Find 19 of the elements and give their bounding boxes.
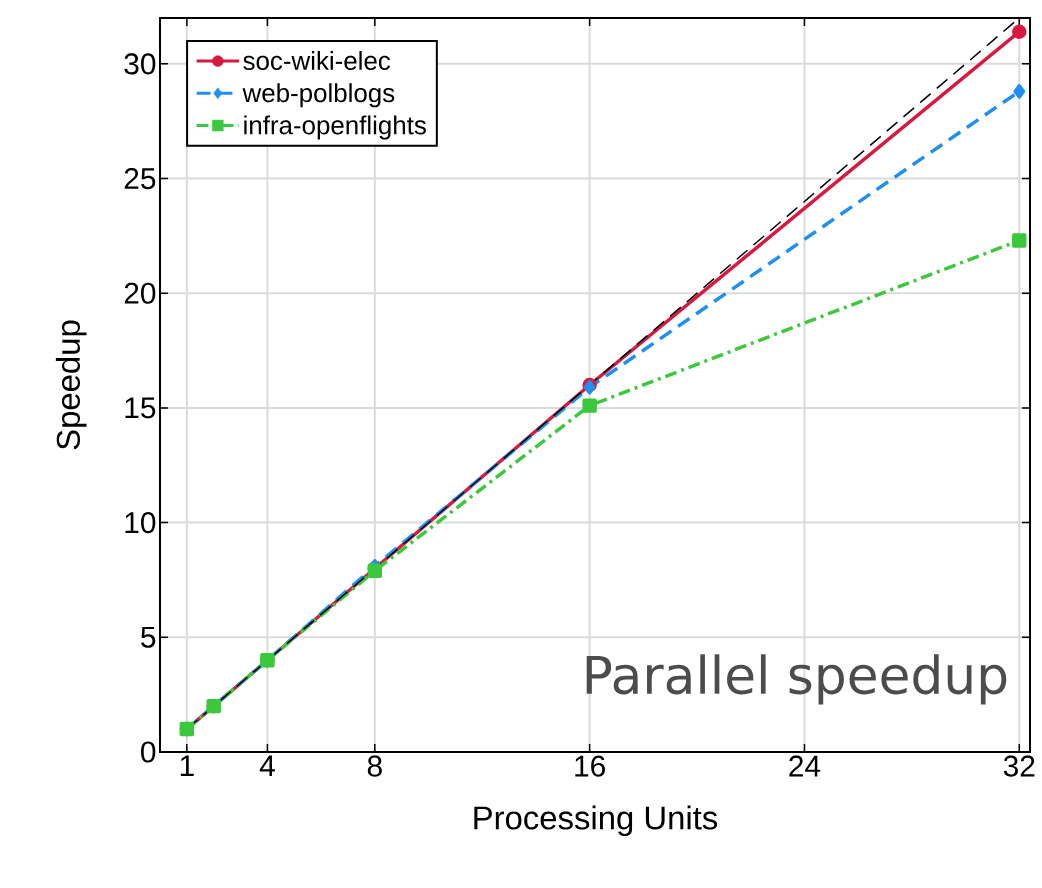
x-tick-label: 4	[259, 755, 275, 777]
y-tick-label: 10	[125, 512, 156, 534]
x-tick-label: 8	[367, 755, 382, 777]
x-tick-label: 32	[1003, 755, 1035, 777]
y-axis-title: Speedup	[55, 320, 87, 450]
y-tick-label: 5	[141, 626, 156, 648]
annotation: Parallel speedup	[586, 654, 1007, 705]
legend-label: web-polblogs	[242, 83, 395, 108]
y-tick-label: 25	[124, 167, 156, 190]
y-tick-label: 20	[124, 282, 156, 304]
y-tick-label: 30	[124, 53, 156, 75]
x-axis-title: Processing Units	[474, 805, 718, 837]
legend-label: soc-wiki-elec	[243, 50, 391, 70]
x-tick-label: 1	[180, 755, 194, 777]
y-tick-label: 0	[141, 741, 156, 763]
x-tick-label: 16	[575, 755, 605, 777]
legend-label: infra-openflights	[244, 115, 426, 140]
x-tick-label: 24	[789, 755, 821, 777]
y-tick-label: 15	[125, 397, 156, 419]
